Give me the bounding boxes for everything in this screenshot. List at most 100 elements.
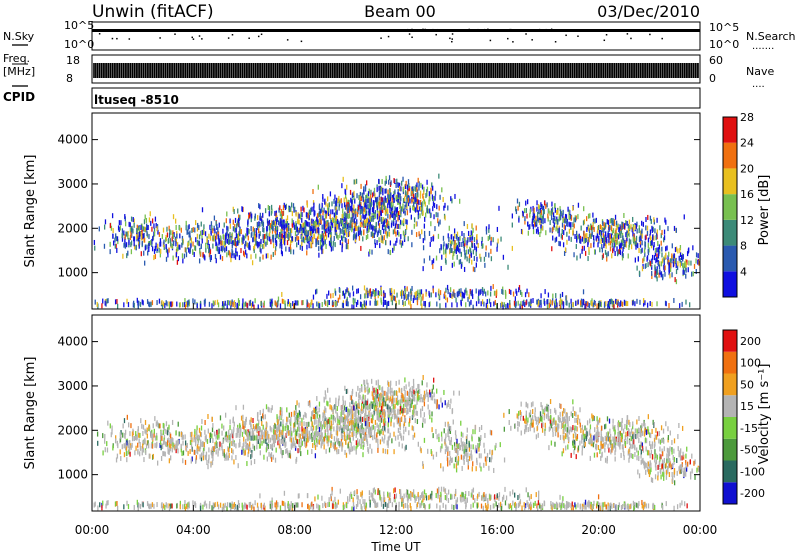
range-cell [475,262,477,268]
range-cell [342,213,344,219]
range-cell [378,185,380,191]
colorbar-segment [723,271,737,297]
range-cell [372,216,374,222]
range-cell [290,207,292,213]
range-cell [359,214,362,220]
range-cell [138,231,141,237]
range-cell [177,245,179,251]
range-cell [310,425,312,431]
range-cell [641,220,643,226]
range-cell [532,215,534,221]
range-cell [294,236,297,242]
range-cell [610,226,613,232]
range-cell [260,301,262,307]
range-cell [656,247,658,253]
range-cell [454,292,456,298]
range-cell [296,430,298,436]
range-cell [248,212,251,218]
range-cell [270,210,273,216]
range-cell [208,252,211,258]
range-cell [278,436,280,442]
range-cell [121,236,124,242]
range-cell [350,218,352,224]
range-cell [350,447,352,453]
range-cell [312,238,314,244]
range-cell [386,301,388,307]
range-cell [381,224,384,230]
range-cell [327,209,329,215]
range-cell [160,248,162,254]
range-cell [300,225,302,231]
range-cell [301,241,303,247]
range-cell [507,303,509,309]
range-cell [322,235,324,241]
range-cell [322,215,324,221]
range-cell [107,298,109,304]
range-cell [219,415,222,421]
range-cell [447,243,449,249]
range-cell [561,228,563,234]
range-cell [258,203,260,209]
range-cell [148,302,151,308]
range-cell [297,229,299,235]
range-cell [313,206,315,212]
range-cell [300,206,302,212]
range-cell [267,253,269,259]
range-cell [669,273,671,279]
range-cell [398,231,400,237]
range-cell [234,254,237,260]
range-cell [320,421,322,427]
range-cell [318,221,320,227]
range-cell [450,293,452,299]
range-cell [361,222,363,228]
range-cell [463,221,465,227]
range-cell [152,236,154,242]
range-cell [393,216,395,222]
range-cell [185,220,187,226]
range-cell [370,217,372,223]
range-cell [550,215,553,221]
range-cell [270,299,273,305]
range-cell [394,296,397,302]
range-cell [577,202,580,208]
range-cell [636,228,638,234]
range-cell [392,194,395,200]
range-cell [397,197,399,203]
range-cell [382,197,384,203]
range-cell [166,301,168,307]
range-cell [459,248,461,254]
range-cell [664,271,666,277]
range-cell [244,249,247,255]
range-cell [515,288,517,294]
range-cell [608,226,610,232]
range-cell [375,227,377,233]
range-cell [477,296,480,302]
freq-panel-frame [91,54,701,84]
range-cell [682,266,685,272]
range-cell [572,228,574,234]
freq-unit-label: [MHz] [3,65,35,78]
range-cell [418,200,420,206]
range-cell [267,221,269,227]
range-cell [374,210,377,216]
range-cell [554,215,556,221]
range-cell [331,219,333,225]
range-cell [279,205,281,211]
range-cell [405,219,407,225]
range-cell [270,254,272,260]
range-cell [358,416,360,422]
range-cell [347,244,349,250]
range-cell [391,438,393,444]
range-cell [376,240,378,246]
range-cell [191,227,193,233]
range-cell [318,211,320,217]
search-noise-dot [626,33,629,35]
range-cell [359,191,362,197]
range-cell [219,239,221,245]
range-cell [346,213,348,219]
range-cell [272,243,275,249]
range-cell [377,293,379,299]
range-cell [286,240,289,246]
range-cell [630,239,632,245]
